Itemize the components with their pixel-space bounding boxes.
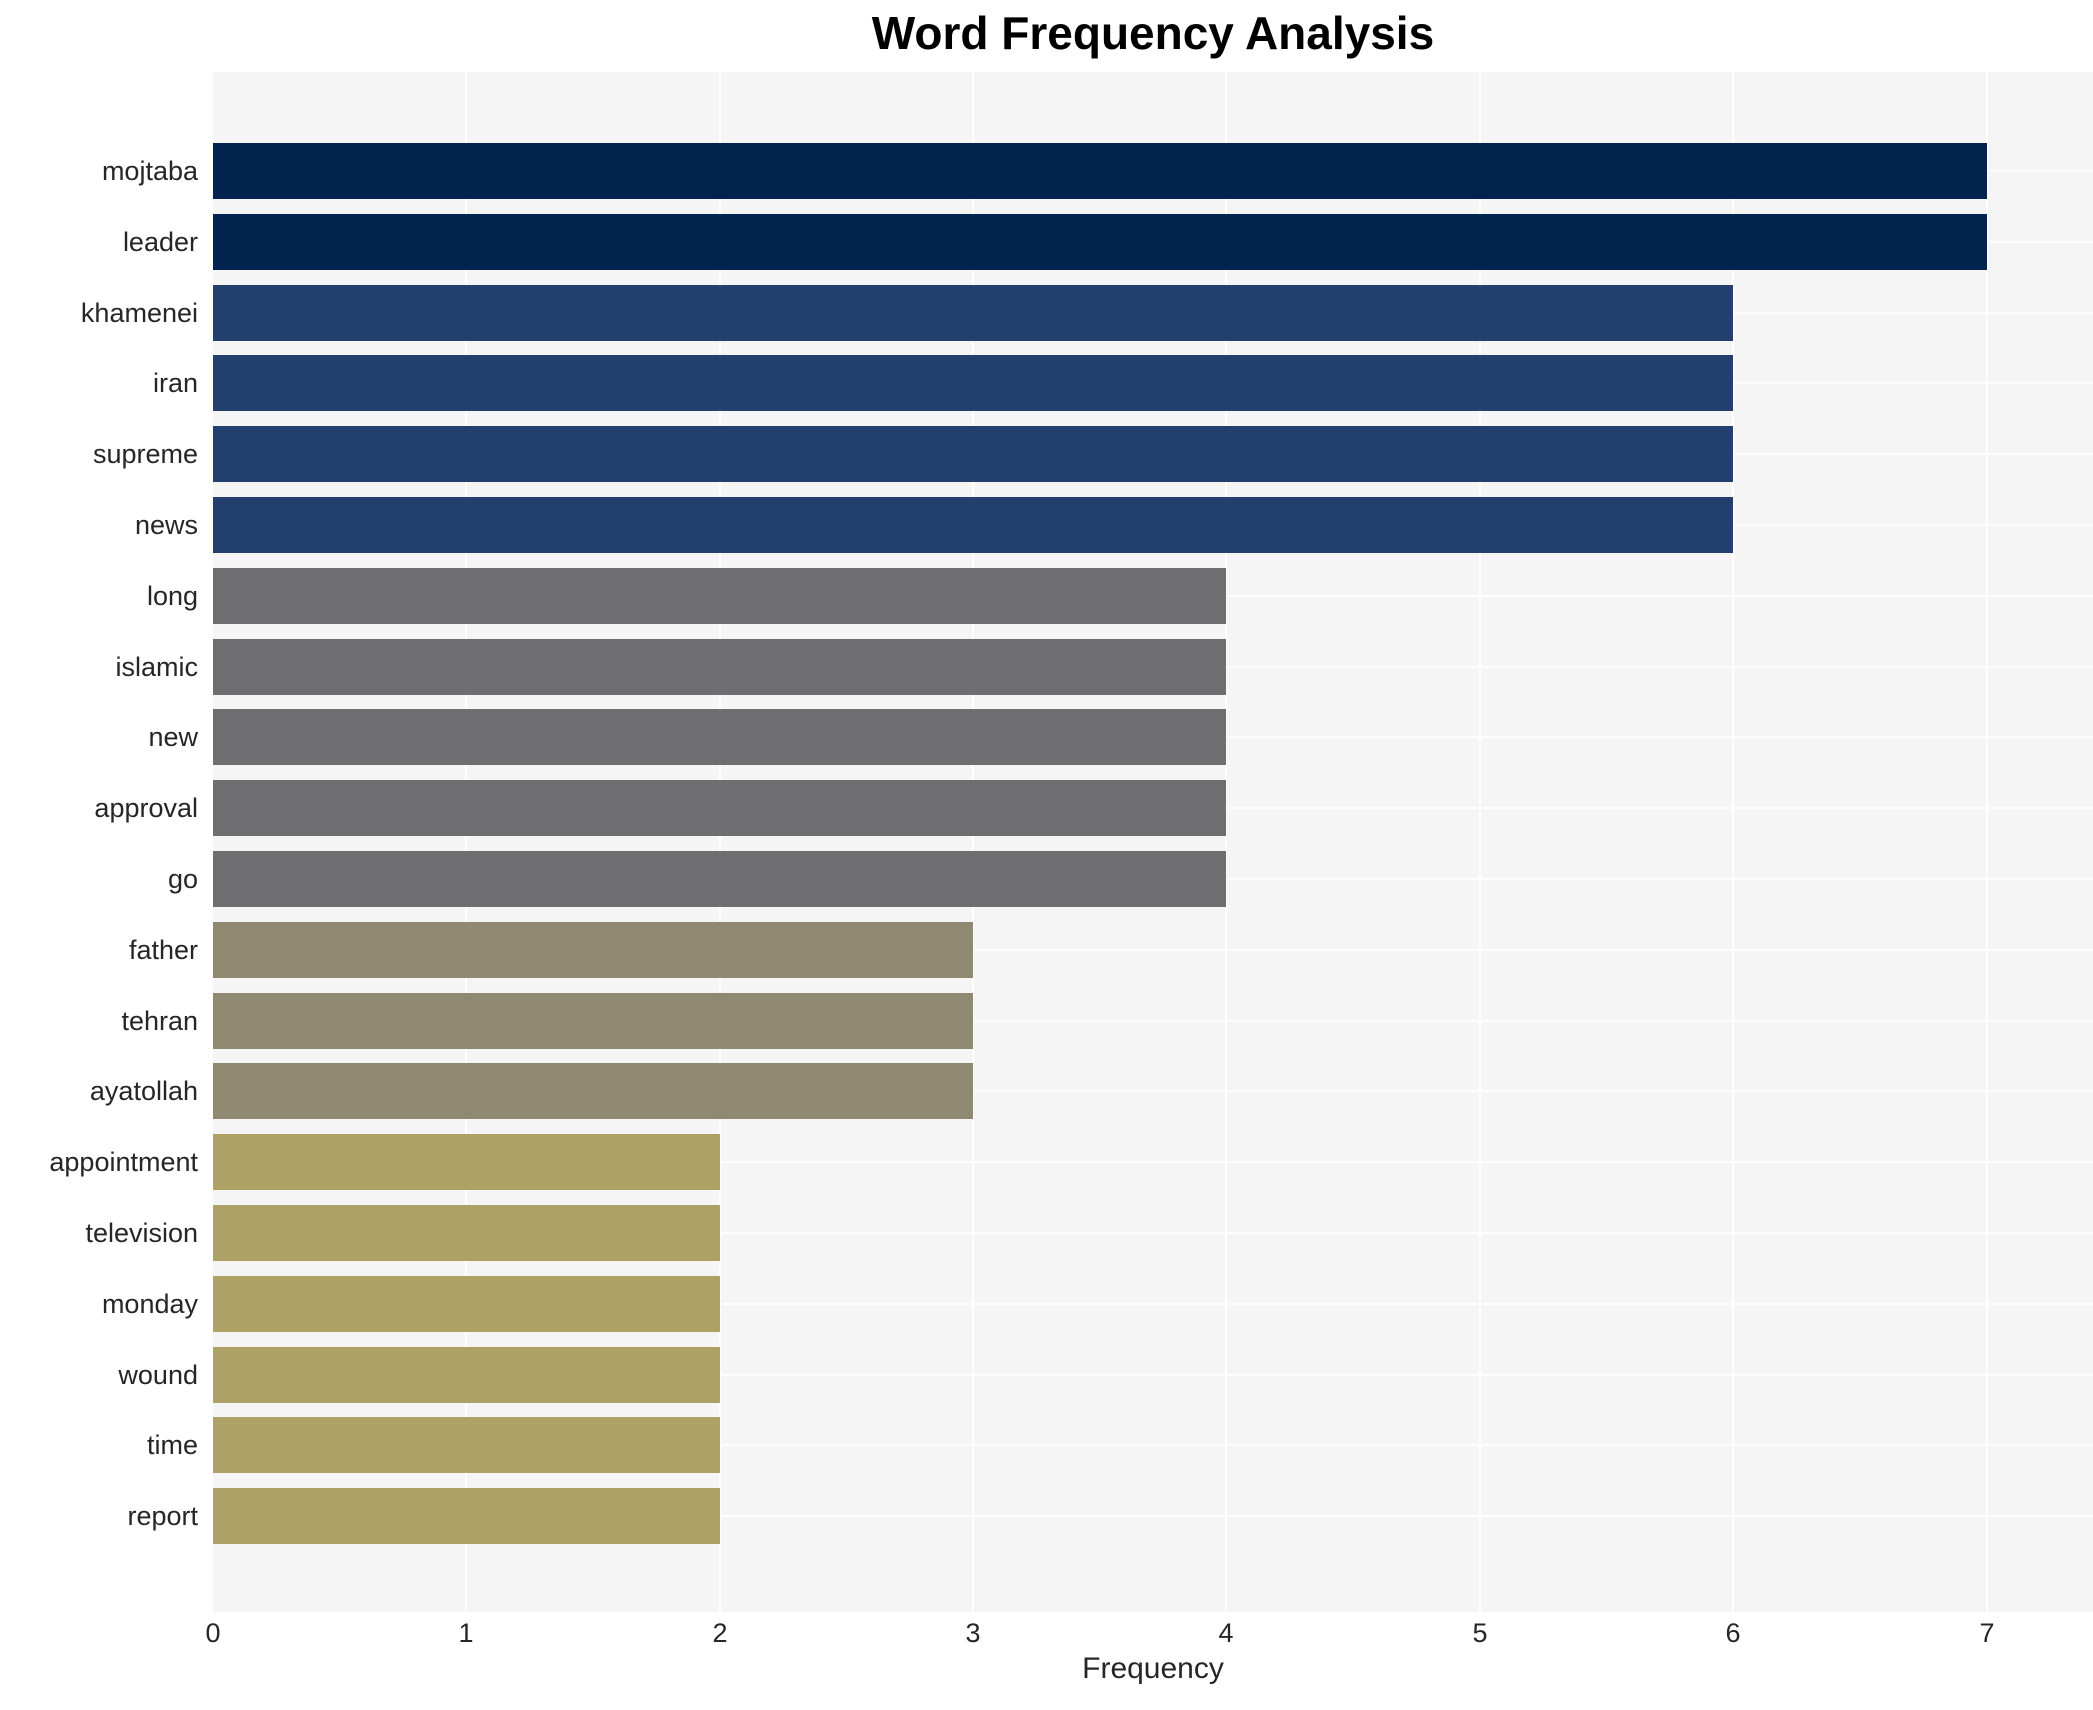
bar-wound [213,1347,720,1403]
y-tick-label-new: new [148,722,198,752]
bar-khamenei [213,285,1733,341]
x-gridline [972,72,974,1612]
y-gridline [213,1090,2093,1092]
bar-monday [213,1276,720,1332]
y-tick-label-appointment: appointment [49,1147,198,1177]
x-tick-label-3: 3 [965,1618,981,1648]
y-tick-label-report: report [127,1501,198,1531]
y-tick-label-khamenei: khamenei [80,298,198,328]
y-tick-label-islamic: islamic [115,652,198,682]
bar-ayatollah [213,1063,973,1119]
y-tick-label-leader: leader [122,227,198,257]
bar-supreme [213,426,1733,482]
bar-report [213,1488,720,1544]
bar-approval [213,780,1226,836]
y-tick-label-television: television [85,1218,198,1248]
x-gridline [465,72,467,1612]
y-tick-label-time: time [146,1430,198,1460]
x-gridline [1986,72,1988,1612]
y-gridline [213,1303,2093,1305]
plot-area [213,72,2093,1612]
bar-islamic [213,639,1226,695]
x-tick-label-5: 5 [1472,1618,1488,1648]
y-tick-label-mojtaba: mojtaba [101,156,198,186]
x-tick-label-1: 1 [458,1618,474,1648]
bar-long [213,568,1226,624]
y-tick-label-monday: monday [101,1289,198,1319]
y-tick-label-go: go [167,864,198,894]
y-gridline [213,1232,2093,1234]
y-tick-label-iran: iran [152,368,198,398]
bar-time [213,1417,720,1473]
y-gridline [213,1444,2093,1446]
x-tick-label-6: 6 [1725,1618,1741,1648]
x-tick-label-4: 4 [1218,1618,1234,1648]
bar-father [213,922,973,978]
x-gridline [1479,72,1481,1612]
bar-new [213,709,1226,765]
bar-appointment [213,1134,720,1190]
y-gridline [213,1020,2093,1022]
y-tick-label-news: news [134,510,198,540]
bar-television [213,1205,720,1261]
y-gridline [213,1161,2093,1163]
y-tick-label-long: long [146,581,198,611]
y-gridline [213,949,2093,951]
y-tick-label-ayatollah: ayatollah [89,1076,198,1106]
x-gridline [1732,72,1734,1612]
bar-mojtaba [213,143,1987,199]
y-gridline [213,1374,2093,1376]
bar-tehran [213,993,973,1049]
x-gridline [1225,72,1227,1612]
bar-go [213,851,1226,907]
x-gridline [719,72,721,1612]
x-tick-label-2: 2 [712,1618,728,1648]
bar-leader [213,214,1987,270]
y-tick-label-wound: wound [118,1360,198,1390]
x-axis-title: Frequency [1082,1652,1224,1685]
y-gridline [213,1515,2093,1517]
y-tick-label-supreme: supreme [92,439,198,469]
bar-iran [213,355,1733,411]
y-tick-label-father: father [128,935,198,965]
x-tick-label-0: 0 [205,1618,221,1648]
y-tick-label-tehran: tehran [121,1006,198,1036]
y-tick-label-approval: approval [94,793,198,823]
chart-title: Word Frequency Analysis [871,7,1435,59]
x-tick-label-7: 7 [1979,1618,1995,1648]
bar-news [213,497,1733,553]
